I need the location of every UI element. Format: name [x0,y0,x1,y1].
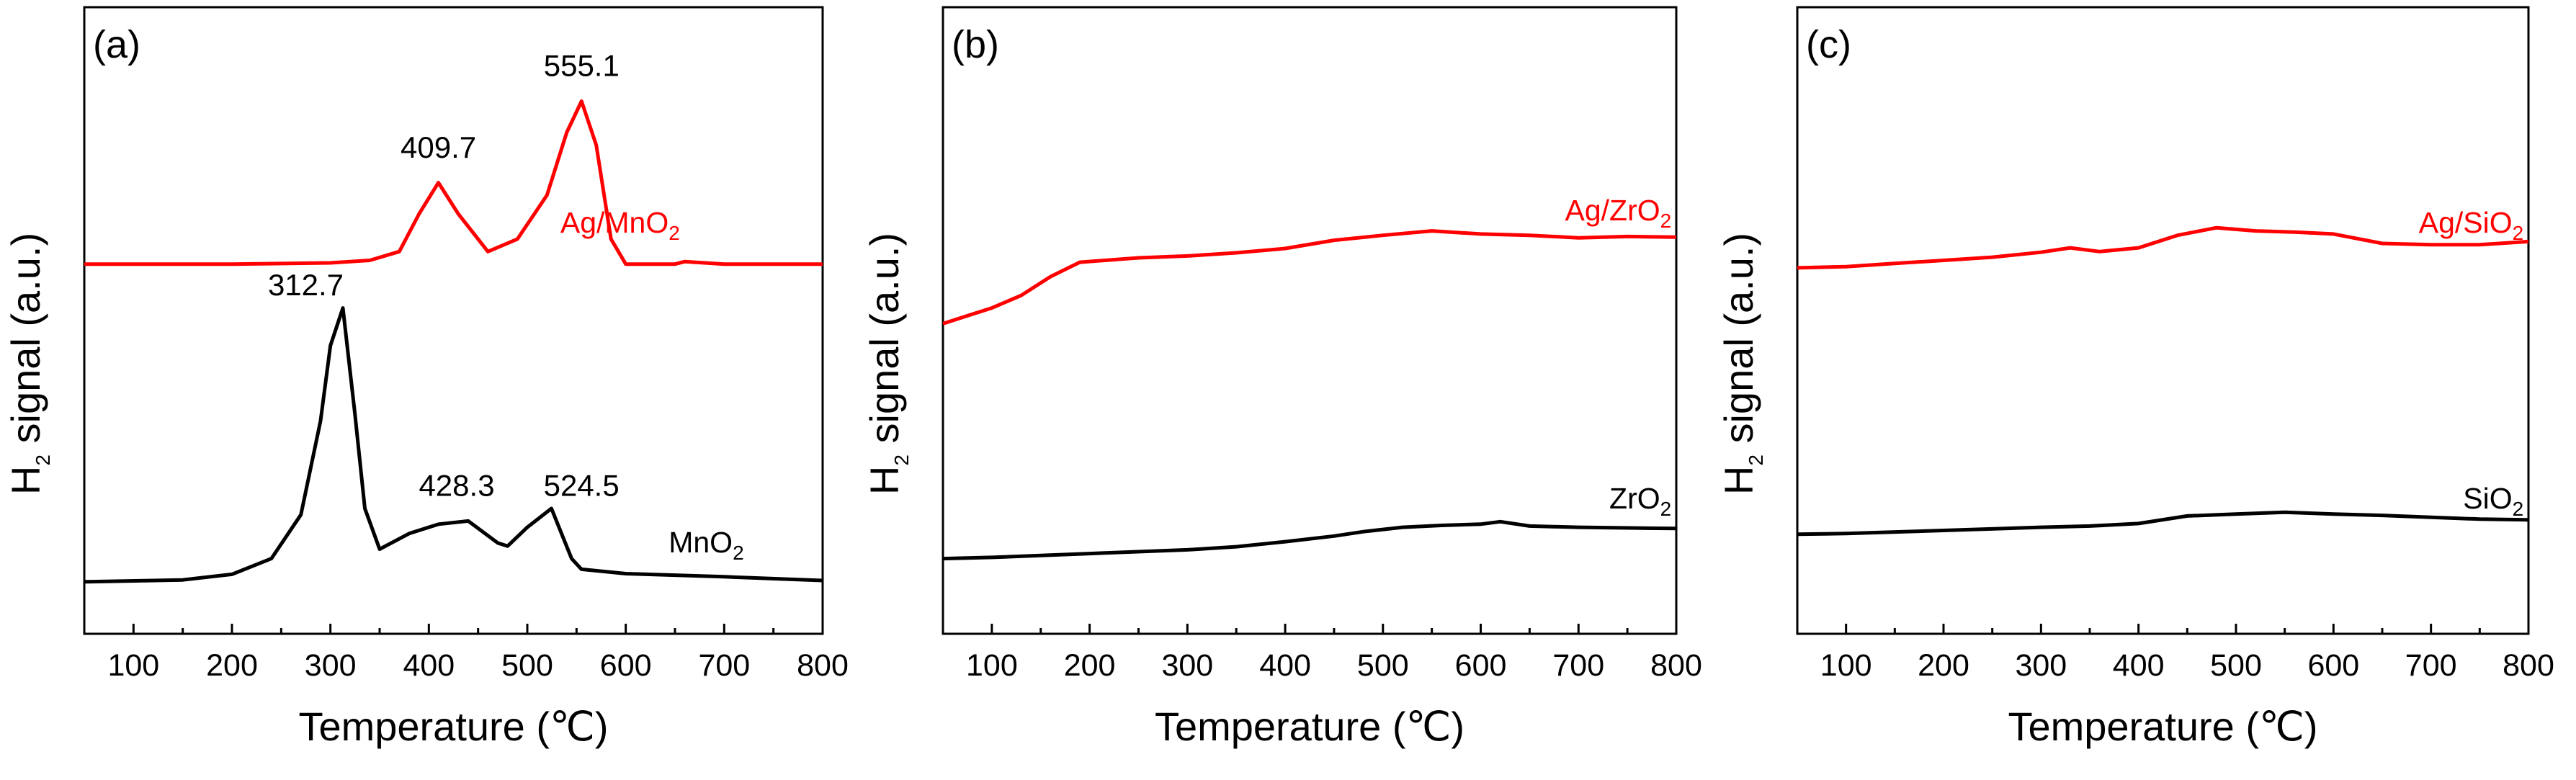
x-tick-label: 100 [966,648,1018,683]
x-tick-label: 300 [1161,648,1213,683]
panel-b: 100 200 300 400 500 600 700 800 Temperature (℃) H… [862,6,1702,749]
x-tick-label: 500 [2210,648,2262,683]
y-axis-title: H2 signal (a.u.) [862,233,913,495]
x-tick-label: 800 [2503,648,2554,683]
x-tick-label: 400 [2113,648,2165,683]
x-tick-label: 100 [107,648,159,683]
series-line-ag-zro2 [942,229,1677,326]
x-tick-label: 100 [1820,648,1872,683]
plot-frame [942,6,1678,635]
x-tick-label: 700 [2405,648,2457,683]
plot-frame [83,6,824,635]
x-tick-label: 800 [1650,648,1702,683]
x-tick-label: 600 [1455,648,1507,683]
x-tick-label: 400 [1259,648,1311,683]
peak-annotation: 428.3 [419,469,494,503]
series-label: ZrO2 [1609,482,1671,520]
y-axis-title: H2 signal (a.u.) [3,233,54,495]
peak-annotation: 409.7 [401,130,476,164]
series-label: SiO2 [2463,482,2523,520]
series-label: Ag/MnO2 [560,206,680,244]
panel-label: (a) [93,23,140,66]
series-line-ag-sio2 [1797,225,2529,270]
panel-a: 100 200 300 400 500 600 700 800 Temperature (℃) H… [3,6,849,749]
series-line-sio2 [1797,510,2529,537]
series-line-ag-mno2 [84,99,823,266]
x-tick-label: 500 [501,648,553,683]
x-tick-label: 200 [206,648,258,683]
series-label: MnO2 [668,526,743,564]
x-tick-label: 400 [403,648,455,683]
peak-annotation: 312.7 [268,268,344,302]
x-tick-label: 600 [600,648,652,683]
panel-label: (b) [952,23,999,66]
panel-label: (c) [1806,23,1851,66]
x-tick-label: 600 [2307,648,2359,683]
peak-annotation: 524.5 [544,469,620,503]
y-axis-title: H2 signal (a.u.) [1716,233,1767,495]
peak-annotation: 555.1 [544,49,620,83]
x-tick-label: 700 [698,648,750,683]
series-line-zro2 [942,519,1677,561]
series-line-mno2 [84,306,823,584]
x-tick-label: 500 [1357,648,1409,683]
x-axis-title: Temperature (℃) [298,704,608,749]
x-tick-label: 300 [2015,648,2067,683]
x-axis-title: Temperature (℃) [1155,704,1464,749]
series-label: Ag/ZrO2 [1565,194,1671,232]
x-tick-label: 300 [305,648,357,683]
x-tick-label: 700 [1552,648,1604,683]
plot-frame [1796,6,2530,635]
x-tick-label: 200 [1918,648,1969,683]
panel-c: 100 200 300 400 500 600 700 800 Temperature (℃) H… [1716,6,2554,749]
x-axis-title: Temperature (℃) [2008,704,2317,749]
series-label: Ag/SiO2 [2419,206,2523,244]
x-tick-label: 800 [797,648,849,683]
x-tick-label: 200 [1064,648,1116,683]
